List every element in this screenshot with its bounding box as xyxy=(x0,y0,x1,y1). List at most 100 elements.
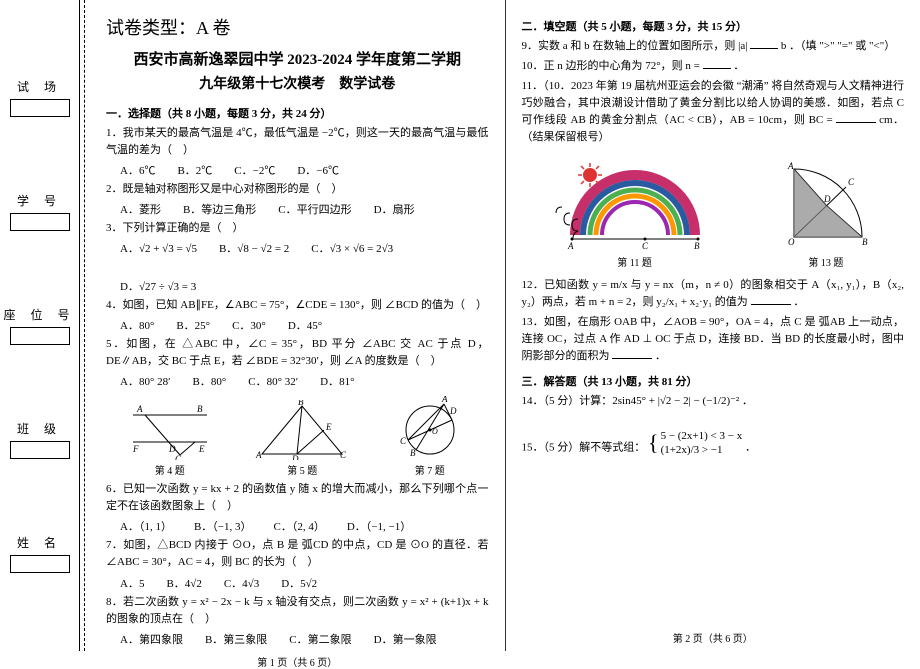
question-5-options: A．80° 28′ B．80° C．80° 32′ D．81° xyxy=(106,373,489,389)
figure-q5-svg: B A D E C xyxy=(252,400,352,460)
question-13: 13．如图，在扇形 OAB 中，∠AOB = 90°，OA = 4，点 C 是 … xyxy=(522,314,905,365)
question-1: 1．我市某天的最高气温是 4℃，最低气温是 −2℃，则这一天的最高气温与最低气温… xyxy=(106,125,489,159)
svg-text:B: B xyxy=(694,241,700,251)
svg-text:C: C xyxy=(642,241,649,251)
option: C．30° xyxy=(232,317,266,333)
svg-text:A: A xyxy=(441,396,448,404)
option: A．第四象限 xyxy=(120,631,183,647)
q10-text-a: 10．正 n 边形的中心角为 72°，则 n = xyxy=(522,60,703,72)
binding-label: 学 号 xyxy=(17,192,62,209)
svg-text:E: E xyxy=(325,422,332,432)
binding-cell xyxy=(10,213,70,231)
option: C．第二象限 xyxy=(289,631,351,647)
svg-text:C: C xyxy=(340,450,347,460)
figure-caption: 第 13 题 xyxy=(776,254,876,269)
binding-cell xyxy=(10,441,70,459)
option: D．第一象限 xyxy=(374,631,437,647)
option: B．第三象限 xyxy=(205,631,267,647)
figure-q13-svg: A C D O B xyxy=(776,157,876,252)
figure-q4: A B F D E C 第 4 题 xyxy=(125,400,215,477)
blank xyxy=(750,38,778,49)
q12-text-b: ． xyxy=(791,296,805,308)
option: B．4√2 xyxy=(166,575,201,591)
binding-cell xyxy=(10,555,70,573)
page-2-footer: 第 2 页（共 6 页） xyxy=(522,626,905,645)
question-6-options: A．（1, 1） B．（−1, 3） C．（2, 4） D．（−1, −1） xyxy=(106,518,489,534)
binding-cell xyxy=(10,99,70,117)
option: B．√8 − √2 = 2 xyxy=(219,240,289,256)
svg-text:D: D xyxy=(449,406,457,416)
question-3: 3．下列计算正确的是（ ） xyxy=(106,220,489,237)
option: D．45° xyxy=(288,317,322,333)
figure-caption: 第 7 题 xyxy=(390,462,470,477)
question-8: 8．若二次函数 y = x² − 2x − k 与 x 轴没有交点，则二次函数 … xyxy=(106,594,489,628)
binding-label: 座 位 号 xyxy=(4,306,76,323)
figure-caption: 第 11 题 xyxy=(550,254,720,269)
blank xyxy=(703,58,731,69)
question-4: 4．如图，已知 AB∥FE，∠ABC = 75°，∠CDE = 130°，则 ∠… xyxy=(106,297,489,314)
option: B．2℃ xyxy=(177,162,212,178)
option: B．等边三角形 xyxy=(183,201,256,217)
binding-field: 学 号 xyxy=(4,192,75,231)
q13-text-a: 13．如图，在扇形 OAB 中，∠AOB = 90°，OA = 4，点 C 是 … xyxy=(522,316,905,362)
option: A．6℃ xyxy=(120,162,155,178)
option: A．√2 + √3 = √5 xyxy=(120,240,197,256)
question-2-options: A．菱形 B．等边三角形 C．平行四边形 D．扇形 xyxy=(106,201,489,217)
paper-title: 西安市高新逸翠园中学 2023-2024 学年度第二学期 xyxy=(106,48,489,69)
q15-text: 15．（5 分）解不等式组： xyxy=(522,441,646,453)
svg-text:C: C xyxy=(848,177,855,187)
svg-text:A: A xyxy=(255,450,262,460)
figure-q7: D A C B O 第 7 题 xyxy=(390,396,470,477)
paper-subtitle: 九年级第十七次模考 数学试卷 xyxy=(106,73,489,93)
question-6: 6．已知一次函数 y = kx + 2 的函数值 y 随 x 的增大而减小，那么… xyxy=(106,481,489,515)
q10-text-b: ． xyxy=(731,60,745,72)
figure-q4-svg: A B F D E C xyxy=(125,400,215,460)
svg-text:B: B xyxy=(862,237,868,247)
question-15: 15．（5 分）解不等式组： { 5 − (2x+1) < 3 − x (1+2… xyxy=(522,429,905,458)
svg-text:D: D xyxy=(168,444,176,454)
option: D．（−1, −1） xyxy=(347,518,411,534)
svg-text:C: C xyxy=(175,454,182,460)
option: A．80° 28′ xyxy=(120,373,171,389)
question-4-options: A．80° B．25° C．30° D．45° xyxy=(106,317,489,333)
section-1-head: 一．选择题（共 8 小题，每题 3 分，共 24 分） xyxy=(106,105,489,121)
figure-q11-svg: A C B xyxy=(550,157,720,252)
blank xyxy=(751,294,791,305)
binding-field: 班 级 xyxy=(4,420,75,459)
option: A．菱形 xyxy=(120,201,161,217)
svg-text:A: A xyxy=(787,161,794,171)
question-2: 2．既是轴对称图形又是中心对称图形的是（ ） xyxy=(106,181,489,198)
binding-label: 姓 名 xyxy=(17,534,62,551)
figure-caption: 第 5 题 xyxy=(252,462,352,477)
blank xyxy=(612,348,652,359)
page-1: 试卷类型：A 卷 西安市高新逸翠园中学 2023-2024 学年度第二学期 九年… xyxy=(90,0,505,651)
question-9: 9．实数 a 和 b 在数轴上的位置如图所示，则 |a| b ．（填 ">" "… xyxy=(522,38,905,55)
option: A．（1, 1） xyxy=(120,518,172,534)
figure-q7-svg: D A C B O xyxy=(390,396,470,460)
q15-line2: (1+2x)/3 > −1 xyxy=(661,443,743,457)
question-7: 7．如图，△BCD 内接于 ⊙O，点 B 是 弧CD 的中点，CD 是 ⊙O 的… xyxy=(106,537,489,571)
svg-text:A: A xyxy=(567,241,574,251)
q12-text-a: 12．已知函数 y = m/x 与 y = nx（m，n ≠ 0）的图象相交于 … xyxy=(522,279,905,308)
section-3-head: 三．解答题（共 13 小题，共 81 分） xyxy=(522,373,905,389)
binding-dash-column xyxy=(80,0,90,651)
option: B．（−1, 3） xyxy=(194,518,252,534)
option: C．4√3 xyxy=(224,575,259,591)
blank xyxy=(836,112,876,123)
binding-field: 试 场 xyxy=(4,78,75,117)
svg-text:F: F xyxy=(132,444,139,454)
option: B．25° xyxy=(176,317,210,333)
svg-text:E: E xyxy=(198,444,205,454)
option: D．5√2 xyxy=(281,575,317,591)
question-7-options: A．5 B．4√2 C．4√3 D．5√2 xyxy=(106,575,489,591)
question-14: 14．（5 分）计算：2sin45° + |√2 − 2| − (−1/2)⁻²… xyxy=(522,393,905,410)
pages-container: 试卷类型：A 卷 西安市高新逸翠园中学 2023-2024 学年度第二学期 九年… xyxy=(90,0,920,651)
q13-text-b: ． xyxy=(652,350,666,362)
option: D．扇形 xyxy=(374,201,415,217)
option: C．−2℃ xyxy=(234,162,275,178)
svg-text:B: B xyxy=(410,448,416,458)
option: A．5 xyxy=(120,575,144,591)
figure-row-457: A B F D E C 第 4 题 B A D E C xyxy=(106,396,489,477)
option: B．80° xyxy=(193,373,227,389)
option: C．80° 32′ xyxy=(248,373,298,389)
